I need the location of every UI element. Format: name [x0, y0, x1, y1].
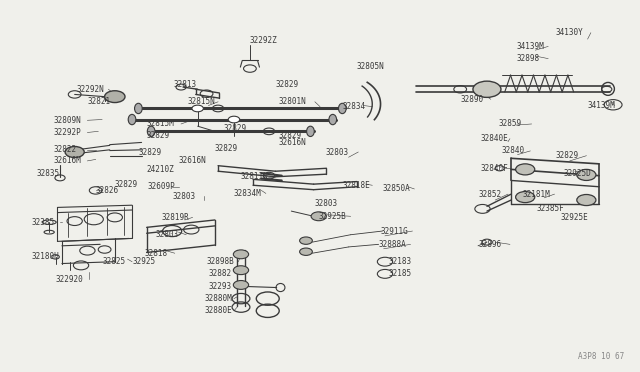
- Text: 32898: 32898: [516, 54, 540, 63]
- Circle shape: [104, 91, 125, 103]
- Text: 32840E: 32840E: [481, 134, 508, 143]
- Circle shape: [311, 212, 326, 221]
- Text: 32925E: 32925E: [561, 213, 589, 222]
- Circle shape: [234, 266, 248, 275]
- Circle shape: [234, 280, 248, 289]
- Text: 34139M: 34139M: [516, 42, 544, 51]
- Text: 32898B: 32898B: [207, 257, 234, 266]
- Ellipse shape: [339, 103, 346, 113]
- Circle shape: [473, 81, 501, 97]
- Text: 34139M: 34139M: [588, 101, 616, 110]
- Text: 32829: 32829: [275, 80, 298, 89]
- Circle shape: [516, 192, 535, 203]
- Text: 32825: 32825: [102, 257, 125, 266]
- Text: 32385: 32385: [32, 218, 55, 227]
- Text: 32185: 32185: [389, 269, 412, 278]
- Circle shape: [300, 248, 312, 256]
- Text: 32803: 32803: [325, 148, 348, 157]
- Text: 32888A: 32888A: [379, 240, 406, 249]
- Ellipse shape: [307, 126, 314, 137]
- Text: 32805N: 32805N: [357, 61, 385, 71]
- Text: 32890: 32890: [460, 95, 483, 104]
- Text: 32801N: 32801N: [278, 97, 307, 106]
- Text: 32181M: 32181M: [523, 190, 550, 199]
- Text: 32829: 32829: [147, 131, 170, 140]
- Circle shape: [577, 169, 596, 180]
- Text: 32819R: 32819R: [162, 213, 189, 222]
- Text: 32616N: 32616N: [179, 156, 206, 166]
- Text: 32809N: 32809N: [54, 116, 81, 125]
- Text: 32811N: 32811N: [241, 172, 268, 181]
- Circle shape: [577, 195, 596, 206]
- Text: 32880M: 32880M: [204, 294, 232, 303]
- Ellipse shape: [329, 114, 337, 125]
- Text: 32803: 32803: [156, 230, 179, 239]
- Text: 32616N: 32616N: [278, 138, 307, 147]
- Text: 32835: 32835: [36, 169, 60, 177]
- Text: 32852: 32852: [478, 190, 501, 199]
- Text: 32840: 32840: [502, 147, 525, 155]
- Ellipse shape: [147, 126, 155, 137]
- Text: 32616M: 32616M: [54, 156, 81, 166]
- Text: 32818E: 32818E: [342, 181, 370, 190]
- Text: 32292Z: 32292Z: [250, 36, 278, 45]
- Text: 32911G: 32911G: [381, 227, 408, 235]
- Ellipse shape: [134, 103, 142, 113]
- Circle shape: [495, 166, 504, 171]
- Text: 32880E: 32880E: [204, 306, 232, 315]
- Text: 32834: 32834: [342, 102, 365, 111]
- Text: 32822: 32822: [54, 145, 77, 154]
- Text: 32813: 32813: [173, 80, 196, 89]
- Text: 32829: 32829: [115, 180, 138, 189]
- Ellipse shape: [128, 114, 136, 125]
- Text: 32821: 32821: [88, 97, 111, 106]
- Text: 32803: 32803: [172, 192, 195, 201]
- Text: 32896: 32896: [478, 240, 501, 249]
- Text: 322920: 322920: [56, 275, 83, 283]
- Text: A3P8 10 67: A3P8 10 67: [579, 352, 625, 361]
- Text: 32292N: 32292N: [77, 85, 104, 94]
- Text: 32882: 32882: [209, 269, 232, 278]
- Text: 32829: 32829: [215, 144, 238, 153]
- Text: 32826: 32826: [96, 186, 119, 195]
- Text: 32815N: 32815N: [188, 97, 215, 106]
- Text: 32925: 32925: [132, 257, 155, 266]
- Text: 32925B: 32925B: [319, 212, 346, 221]
- Text: 32815M: 32815M: [147, 119, 175, 128]
- Circle shape: [65, 147, 84, 158]
- Text: 32385F: 32385F: [537, 204, 564, 214]
- Text: 32183: 32183: [389, 257, 412, 266]
- Text: 32803: 32803: [315, 199, 338, 208]
- Text: 32609P: 32609P: [148, 182, 176, 191]
- Text: 34130Y: 34130Y: [556, 28, 584, 37]
- Circle shape: [300, 237, 312, 244]
- Circle shape: [234, 250, 248, 259]
- Text: 32292P: 32292P: [54, 128, 81, 137]
- Circle shape: [192, 105, 204, 112]
- Circle shape: [516, 164, 535, 175]
- Text: 32925D: 32925D: [563, 169, 591, 177]
- Text: 32829: 32829: [278, 131, 301, 140]
- Text: 24210Z: 24210Z: [147, 165, 175, 174]
- Text: 32834M: 32834M: [234, 189, 262, 198]
- Circle shape: [228, 116, 240, 123]
- Text: 32840F: 32840F: [481, 164, 508, 173]
- Text: 32180H: 32180H: [32, 252, 60, 262]
- Text: 32850A: 32850A: [383, 185, 410, 193]
- Text: 32293: 32293: [209, 282, 232, 291]
- Text: 32859: 32859: [499, 119, 522, 128]
- Text: 32829: 32829: [138, 148, 161, 157]
- Text: 32818: 32818: [145, 249, 168, 258]
- Text: 32829: 32829: [223, 124, 246, 133]
- Text: 32829: 32829: [556, 151, 579, 160]
